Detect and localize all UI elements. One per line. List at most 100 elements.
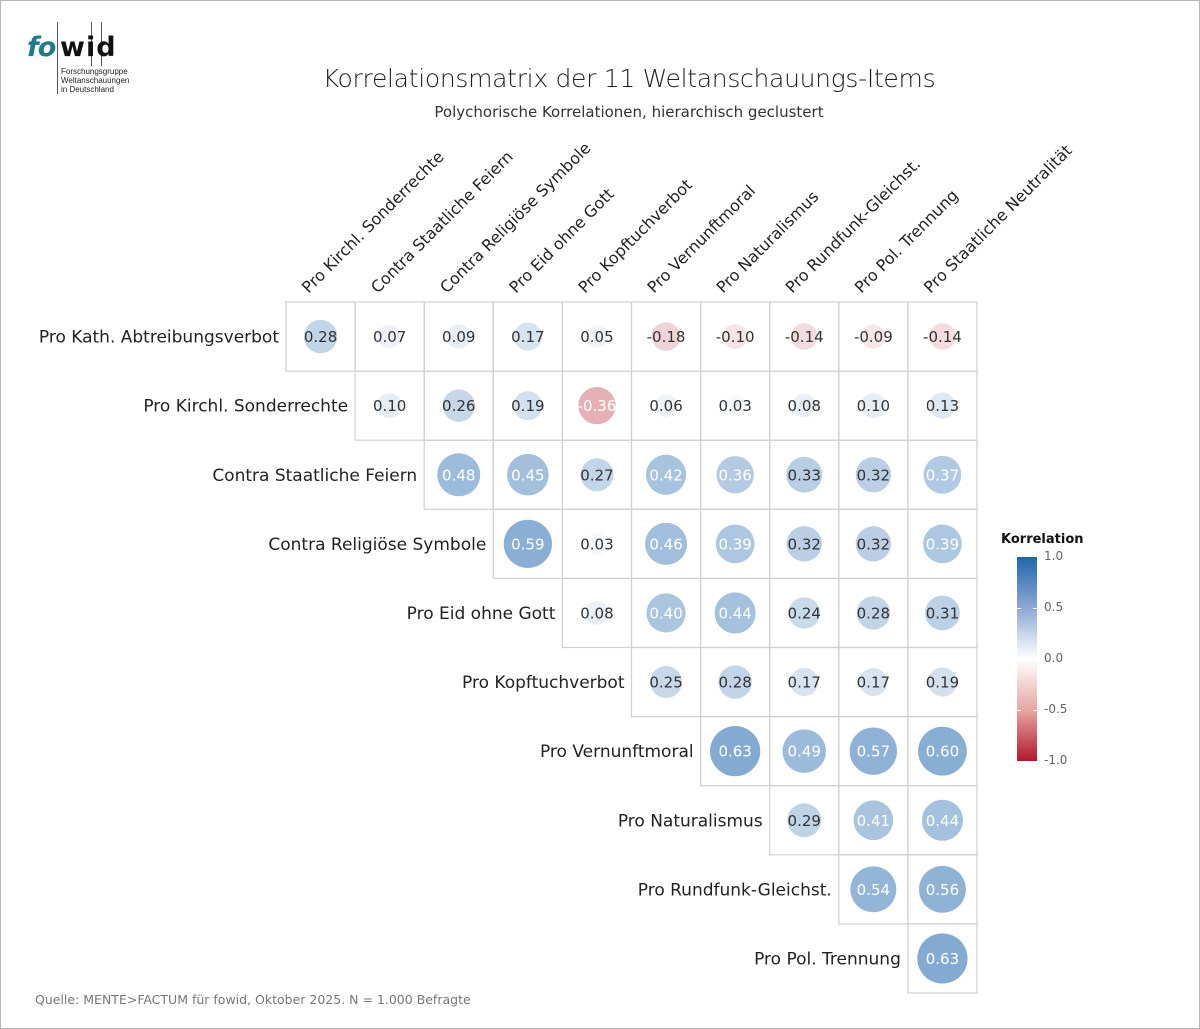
correlation-circle: [782, 729, 827, 773]
correlation-circle: [650, 666, 683, 699]
row-label: Pro Kath. Abtreibungsverbot: [39, 328, 279, 348]
correlation-value-label: 0.46: [649, 535, 682, 553]
correlation-circle: [787, 803, 822, 838]
correlation-value-label: 0.05: [580, 328, 613, 346]
correlation-circle: [927, 667, 958, 697]
row-label: Pro Vernunftmoral: [540, 742, 694, 762]
correlation-value-label: 0.10: [373, 397, 406, 415]
correlation-circle: [651, 322, 681, 351]
correlation-circle: [923, 455, 962, 494]
row-label: Pro Pol. Trennung: [754, 949, 901, 969]
correlation-value-label: 0.39: [718, 535, 751, 553]
correlation-circle: [792, 393, 817, 418]
correlation-value-label: 0.54: [857, 881, 890, 899]
matrix-cell: [907, 923, 978, 994]
legend-tick-label: -1.0: [1044, 753, 1068, 767]
chart-title: Korrelationsmatrix der 11 Weltanschauung…: [322, 64, 936, 93]
correlation-value-label: -0.10: [716, 328, 755, 346]
correlation-circle: [786, 526, 822, 562]
correlation-value-label: 0.19: [926, 674, 959, 692]
correlation-circle: [377, 393, 403, 419]
correlation-circle: [718, 665, 752, 699]
correlation-value-label: -0.36: [578, 397, 617, 415]
correlation-circle: [917, 933, 968, 984]
legend-colorbar: [1017, 557, 1037, 761]
correlation-value-label: 0.06: [649, 397, 682, 415]
correlation-value-label: 0.41: [857, 812, 890, 830]
correlation-value-label: 0.27: [580, 466, 613, 484]
correlation-circle: [585, 325, 609, 348]
correlation-circle: [925, 595, 960, 631]
logo-divider: [57, 22, 58, 94]
correlation-circle: [923, 524, 962, 564]
correlation-value-label: -0.09: [854, 328, 893, 346]
correlation-value-label: 0.08: [788, 397, 821, 415]
correlation-circle: [446, 324, 471, 349]
correlation-value-label: 0.17: [511, 328, 544, 346]
correlation-circle: [507, 453, 549, 496]
correlation-value-label: -0.18: [647, 328, 686, 346]
row-label: Pro Eid ohne Gott: [407, 604, 556, 624]
row-label: Contra Staatliche Feiern: [212, 466, 417, 486]
legend-tick-mark: [1017, 608, 1021, 609]
correlation-circle: [786, 456, 823, 493]
correlation-circle: [513, 322, 542, 351]
correlation-circle: [585, 601, 609, 625]
legend-title: Korrelation: [1001, 532, 1084, 547]
correlation-value-label: 0.03: [718, 397, 751, 415]
correlation-value-label: 0.56: [926, 881, 959, 899]
correlation-value-label: 0.37: [926, 466, 959, 484]
correlation-value-label: 0.28: [304, 328, 337, 346]
correlation-circle: [503, 519, 553, 569]
correlation-value-label: 0.10: [857, 397, 890, 415]
correlation-circle: [645, 522, 688, 565]
correlation-circle: [715, 524, 755, 564]
correlation-circle: [929, 392, 956, 419]
correlation-value-label: 0.31: [926, 604, 959, 622]
legend-tick-label: 1.0: [1044, 549, 1064, 563]
fowid-logo: fo wid Forschungsgruppe Weltanschauungen…: [27, 22, 147, 98]
correlation-circle: [724, 394, 746, 417]
correlation-value-label: 0.44: [926, 812, 959, 830]
correlation-value-label: 0.48: [442, 466, 475, 484]
correlation-circle: [853, 800, 894, 841]
correlation-circle: [918, 726, 967, 776]
correlation-value-label: 0.32: [857, 535, 890, 553]
correlation-circle: [442, 389, 475, 422]
correlation-value-label: 0.09: [442, 328, 475, 346]
correlation-circle: [849, 727, 898, 775]
correlation-circle: [929, 323, 956, 350]
column-label: Pro Rundfunk-Gleichst.: [782, 154, 925, 297]
correlation-circle: [722, 324, 748, 349]
correlation-value-label: 0.28: [857, 604, 890, 622]
row-label: Contra Religiöse Symbole: [268, 535, 486, 555]
chart-subtitle: Polychorische Korrelationen, hierarchisc…: [434, 103, 824, 121]
legend-tick-label: -0.5: [1044, 702, 1068, 716]
correlation-circle: [790, 323, 818, 350]
correlation-value-label: 0.29: [788, 812, 821, 830]
correlation-circle: [646, 593, 686, 633]
correlation-circle: [303, 319, 338, 354]
row-label: Pro Naturalismus: [618, 811, 763, 831]
correlation-value-label: 0.39: [926, 535, 959, 553]
correlation-value-label: -0.14: [785, 328, 824, 346]
correlation-value-label: 0.36: [718, 466, 751, 484]
correlation-value-label: 0.32: [857, 466, 890, 484]
correlation-circle: [586, 533, 608, 555]
correlation-value-label: 0.13: [926, 397, 959, 415]
legend-tick-label: 0.0: [1044, 651, 1064, 665]
correlation-value-label: 0.33: [788, 466, 821, 484]
legend-tick-mark: [1033, 608, 1037, 609]
correlation-value-label: 0.08: [580, 604, 613, 622]
row-label: Pro Rundfunk-Gleichst.: [638, 880, 832, 900]
column-label: Contra Staatliche Feiern: [367, 147, 517, 297]
correlation-value-label: 0.19: [511, 397, 544, 415]
correlation-value-label: -0.14: [923, 328, 962, 346]
logo-divider: [91, 22, 92, 66]
correlation-value-label: 0.03: [580, 535, 613, 553]
row-label: Pro Kirchl. Sonderrechte: [143, 397, 348, 417]
correlation-value-label: 0.63: [718, 743, 751, 761]
correlation-circle: [437, 453, 481, 497]
correlation-value-label: 0.25: [649, 674, 682, 692]
